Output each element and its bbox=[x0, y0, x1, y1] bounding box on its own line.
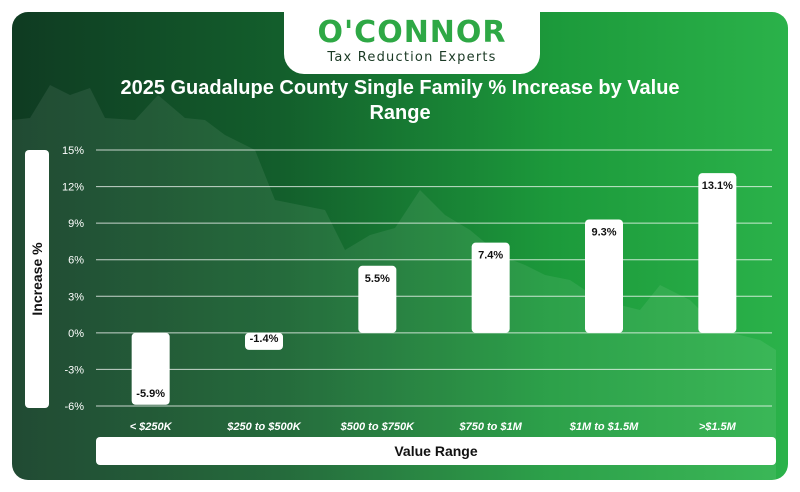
bar bbox=[131, 332, 170, 405]
x-tick-label: $1M to $1.5M bbox=[569, 421, 639, 433]
data-label: -1.4% bbox=[250, 333, 279, 345]
data-label: 9.3% bbox=[591, 226, 616, 238]
y-tick-label: -6% bbox=[64, 401, 84, 413]
bar bbox=[471, 242, 510, 333]
chart-title: 2025 Guadalupe County Single Family % In… bbox=[120, 77, 680, 124]
bar bbox=[585, 219, 623, 333]
y-tick-label: 6% bbox=[68, 255, 84, 267]
y-tick-label: 15% bbox=[62, 145, 84, 157]
x-tick-label: >$1.5M bbox=[699, 421, 737, 433]
bar bbox=[245, 332, 283, 350]
data-label: 7.4% bbox=[478, 250, 503, 262]
logo-wordmark: O'CONNOR bbox=[317, 15, 507, 50]
data-label: 13.1% bbox=[702, 180, 733, 192]
bar bbox=[358, 265, 397, 333]
x-axis-label: Value Range bbox=[96, 437, 776, 465]
data-label: 5.5% bbox=[365, 273, 390, 285]
y-axis-label: Increase % bbox=[29, 242, 45, 316]
bar bbox=[698, 173, 737, 333]
y-tick-label: -3% bbox=[64, 364, 84, 376]
x-tick-label: < $250K bbox=[130, 421, 173, 433]
x-tick-label: $750 to $1M bbox=[458, 421, 522, 433]
logo-tab: O'CONNOR Tax Reduction Experts bbox=[284, 12, 540, 74]
y-tick-label: 9% bbox=[68, 218, 84, 230]
x-tick-label: $250 to $500K bbox=[226, 421, 301, 433]
y-tick-label: 0% bbox=[68, 328, 84, 340]
data-label: -5.9% bbox=[136, 388, 165, 400]
y-tick-label: 12% bbox=[62, 182, 84, 194]
y-axis-label-box bbox=[25, 150, 49, 408]
logo-tagline: Tax Reduction Experts bbox=[327, 50, 497, 65]
y-tick-label: 3% bbox=[68, 291, 84, 303]
x-tick-label: $500 to $750K bbox=[340, 421, 415, 433]
